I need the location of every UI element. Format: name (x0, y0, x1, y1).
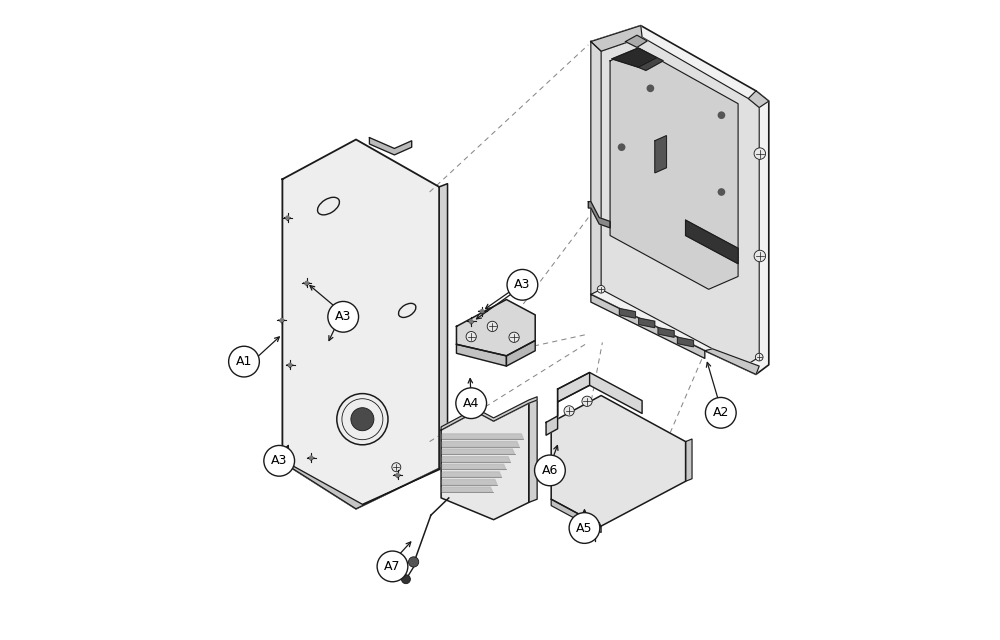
Polygon shape (282, 461, 448, 509)
Circle shape (377, 551, 408, 582)
Text: A7: A7 (384, 560, 401, 573)
Circle shape (280, 318, 284, 323)
Polygon shape (546, 372, 590, 435)
Polygon shape (369, 138, 412, 155)
Polygon shape (439, 184, 448, 468)
Polygon shape (551, 499, 601, 532)
Polygon shape (558, 372, 642, 413)
Polygon shape (529, 400, 537, 502)
Text: A1: A1 (236, 355, 252, 368)
Circle shape (535, 455, 565, 486)
Polygon shape (677, 337, 693, 347)
Polygon shape (442, 457, 510, 462)
Polygon shape (442, 434, 523, 439)
Circle shape (705, 397, 736, 428)
Circle shape (718, 111, 725, 119)
Polygon shape (591, 26, 769, 374)
Circle shape (264, 445, 295, 476)
Text: A2: A2 (713, 406, 729, 419)
Polygon shape (619, 308, 635, 318)
Polygon shape (441, 403, 529, 520)
Text: A3: A3 (514, 278, 531, 291)
Polygon shape (591, 26, 642, 51)
Circle shape (469, 319, 473, 324)
Polygon shape (748, 91, 769, 108)
Circle shape (564, 406, 574, 416)
Text: A4: A4 (463, 397, 479, 410)
Polygon shape (591, 294, 705, 358)
Text: A3: A3 (335, 310, 351, 323)
Polygon shape (456, 344, 506, 366)
Polygon shape (638, 58, 663, 70)
Circle shape (589, 520, 600, 532)
Circle shape (288, 362, 292, 367)
Circle shape (309, 456, 313, 460)
Polygon shape (588, 202, 610, 228)
Polygon shape (442, 464, 506, 469)
Polygon shape (442, 442, 519, 447)
Circle shape (408, 557, 419, 567)
Polygon shape (282, 140, 439, 509)
Circle shape (466, 332, 476, 342)
Circle shape (755, 353, 763, 361)
Polygon shape (686, 439, 692, 481)
Circle shape (597, 285, 605, 293)
Circle shape (328, 301, 359, 332)
Circle shape (395, 472, 400, 477)
Circle shape (456, 388, 487, 419)
Circle shape (487, 321, 497, 332)
Text: A6: A6 (542, 464, 558, 477)
Text: A5: A5 (576, 522, 593, 534)
Polygon shape (639, 318, 655, 328)
Polygon shape (551, 396, 686, 526)
Circle shape (351, 408, 374, 431)
Circle shape (229, 346, 259, 377)
Polygon shape (442, 472, 501, 477)
Polygon shape (705, 349, 759, 374)
Circle shape (718, 188, 725, 196)
Circle shape (401, 575, 410, 584)
Circle shape (509, 332, 519, 342)
Circle shape (480, 309, 484, 314)
Circle shape (569, 513, 600, 543)
Polygon shape (686, 220, 738, 264)
Polygon shape (442, 479, 497, 484)
Polygon shape (658, 328, 674, 337)
Polygon shape (612, 48, 657, 67)
Polygon shape (442, 449, 515, 454)
Polygon shape (625, 35, 647, 47)
Polygon shape (456, 300, 535, 356)
Circle shape (647, 84, 654, 92)
Circle shape (392, 463, 401, 472)
Circle shape (754, 250, 766, 262)
Circle shape (304, 280, 309, 285)
Circle shape (754, 148, 766, 159)
Polygon shape (441, 397, 537, 430)
Circle shape (582, 396, 592, 406)
Polygon shape (655, 136, 666, 173)
Circle shape (507, 269, 538, 300)
Polygon shape (601, 37, 759, 366)
Polygon shape (442, 487, 493, 492)
Polygon shape (610, 49, 738, 289)
Polygon shape (591, 42, 601, 294)
Circle shape (618, 143, 625, 151)
Text: A3: A3 (271, 454, 287, 467)
Circle shape (285, 215, 290, 220)
Polygon shape (506, 340, 535, 366)
